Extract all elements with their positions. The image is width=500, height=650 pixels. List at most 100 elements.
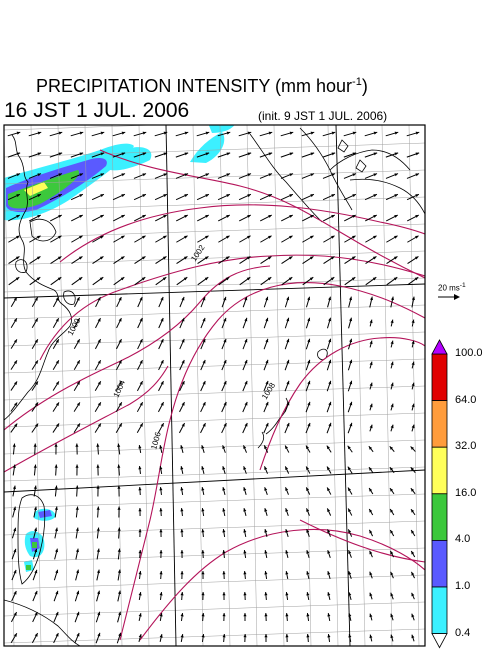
wind-arrow: [138, 612, 142, 622]
wind-arrow: [54, 443, 58, 455]
wind-arrow: [28, 131, 42, 137]
wind-arrow: [239, 276, 251, 286]
wind-arrow: [113, 235, 125, 243]
wind-arrow: [155, 235, 167, 243]
wind-arrow: [389, 466, 395, 474]
wind-arrow: [158, 317, 164, 329]
wind-arrow: [180, 612, 184, 622]
grid-line: [4, 169, 425, 185]
wind-arrow: [264, 570, 268, 580]
wind-arrow: [154, 131, 168, 137]
wind-arrow: [138, 486, 142, 496]
wind-arrow: [52, 423, 60, 433]
wind-arrow: [263, 317, 269, 329]
wind-arrow: [12, 464, 16, 476]
wind-arrow: [73, 381, 81, 391]
wind-arrow: [180, 591, 184, 601]
wind-arrow: [368, 529, 374, 537]
colorbar-label: 16.0: [455, 486, 477, 499]
wind-arrow: [390, 571, 394, 579]
wind-arrow: [239, 256, 251, 264]
wind-arrow: [221, 338, 227, 350]
wind-arrow: [410, 467, 416, 473]
wind-arrow: [411, 592, 415, 600]
grid-line: [219, 125, 231, 646]
wind-arrow: [50, 256, 62, 264]
wind-arrow: [326, 317, 332, 329]
wind-arrow: [243, 612, 247, 622]
colorbar-segment: [431, 540, 448, 588]
wind-arrow: [322, 173, 336, 179]
wind-arrow: [52, 317, 60, 329]
longitude-line: [335, 125, 351, 646]
colorbar-label: 4.0: [455, 533, 471, 546]
wind-arrow: [197, 235, 209, 243]
wind-arrow: [95, 611, 101, 623]
wind-arrow: [71, 256, 83, 264]
wind-arrow: [301, 173, 315, 179]
wind-arrow: [133, 131, 147, 137]
wind-arrow: [73, 359, 81, 371]
wind-arrow: [75, 485, 79, 497]
grid-line: [4, 125, 162, 131]
wind-arrow: [369, 361, 373, 369]
wind-arrow: [175, 173, 189, 179]
wind-arrow: [222, 633, 226, 643]
wind-arrow: [221, 422, 227, 434]
wind-arrow: [31, 296, 39, 308]
wind-arrow: [326, 338, 332, 350]
wind-arrow: [348, 317, 353, 329]
wind-arrow: [326, 487, 332, 495]
wind-arrow: [284, 422, 290, 434]
wind-arrow: [243, 591, 247, 601]
wind-arrow: [154, 214, 168, 222]
grid-line: [30, 125, 42, 646]
wind-arrow: [11, 569, 17, 581]
grid-line: [4, 250, 425, 266]
wind-arrow: [285, 633, 289, 643]
wind-arrow: [12, 485, 16, 497]
wind-arrow: [116, 317, 122, 329]
wind-arrow: [390, 403, 394, 411]
grid-line: [4, 385, 425, 401]
wind-arrow: [222, 591, 226, 601]
wind-arrow: [218, 276, 230, 286]
grid-line: [246, 125, 258, 646]
wind-arrow: [54, 464, 58, 476]
wind-arrow: [305, 359, 311, 371]
wind-arrow: [301, 152, 315, 158]
wind-arrow: [365, 256, 377, 264]
wind-arrow: [133, 173, 147, 179]
wind-arrow: [281, 235, 293, 243]
wind-arrow: [73, 402, 81, 412]
wind-arrow: [326, 466, 332, 474]
wind-arrow: [29, 256, 41, 264]
wind-arrow: [32, 611, 38, 623]
wind-arrow: [243, 549, 247, 559]
grid-line: [4, 439, 425, 455]
wind-arrow: [91, 214, 105, 222]
isobars: [4, 149, 425, 641]
wind-arrow: [348, 571, 352, 579]
latitude-line: [4, 469, 425, 493]
wind-arrow: [8, 256, 20, 264]
wind-arrow: [369, 571, 373, 579]
wind-arrow: [411, 319, 415, 327]
wind-arrow: [49, 193, 63, 201]
wind-arrow: [284, 466, 290, 474]
wind-arrow: [264, 633, 268, 643]
wind-arrow: [390, 592, 394, 600]
wind-arrow: [389, 446, 395, 452]
wind-arrow: [369, 550, 373, 558]
wind-arrow: [327, 591, 331, 601]
wind-arrow: [385, 193, 399, 201]
wind-arrow: [218, 235, 230, 243]
wind-arrow: [12, 506, 17, 518]
wind-arrow: [284, 445, 290, 453]
wind-arrow: [302, 276, 314, 286]
wind-arrow: [280, 152, 294, 158]
wind-arrow: [390, 340, 394, 348]
wind-arrow: [222, 612, 226, 622]
wind-arrow: [410, 487, 416, 495]
wind-arrow: [112, 214, 126, 222]
